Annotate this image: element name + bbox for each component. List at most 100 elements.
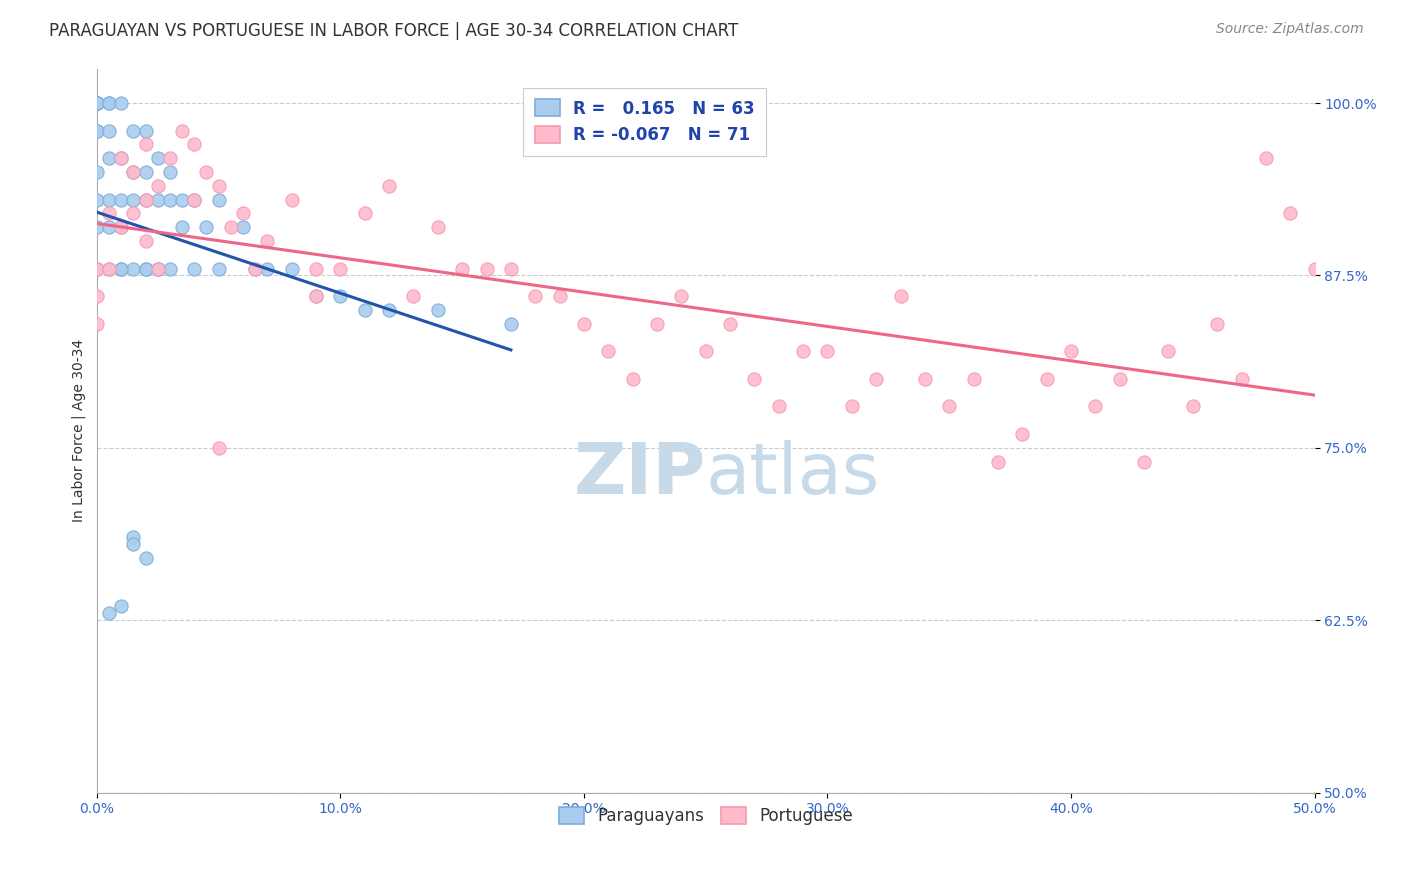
Point xyxy=(110,151,132,165)
Point xyxy=(135,193,157,207)
Point xyxy=(671,289,693,303)
Point xyxy=(135,261,157,276)
Point xyxy=(110,261,132,276)
Point xyxy=(1254,151,1277,165)
Point xyxy=(122,165,145,179)
Point xyxy=(159,193,181,207)
Point xyxy=(122,165,145,179)
Point xyxy=(122,193,145,207)
Point xyxy=(195,220,218,235)
Point xyxy=(305,261,328,276)
Point xyxy=(768,400,790,414)
Point xyxy=(938,400,960,414)
Point xyxy=(98,206,121,220)
Point xyxy=(110,151,132,165)
Point xyxy=(86,193,108,207)
Point xyxy=(86,95,108,110)
Point xyxy=(1303,261,1326,276)
Point xyxy=(572,317,595,331)
Point xyxy=(86,95,108,110)
Point xyxy=(135,261,157,276)
Point xyxy=(98,151,121,165)
Point xyxy=(98,95,121,110)
Point xyxy=(86,95,108,110)
Point xyxy=(110,95,132,110)
Point xyxy=(256,261,278,276)
Point xyxy=(172,193,194,207)
Point xyxy=(86,289,108,303)
Point xyxy=(159,151,181,165)
Point xyxy=(1108,372,1130,386)
Point xyxy=(195,165,218,179)
Point xyxy=(232,206,254,220)
Point xyxy=(98,607,121,621)
Point xyxy=(110,193,132,207)
Y-axis label: In Labor Force | Age 30-34: In Labor Force | Age 30-34 xyxy=(72,339,86,522)
Point xyxy=(329,289,352,303)
Point xyxy=(98,123,121,137)
Point xyxy=(159,165,181,179)
Point xyxy=(1279,206,1302,220)
Point xyxy=(305,289,328,303)
Text: Source: ZipAtlas.com: Source: ZipAtlas.com xyxy=(1216,22,1364,37)
Text: atlas: atlas xyxy=(706,440,880,508)
Point xyxy=(146,261,169,276)
Point xyxy=(841,400,863,414)
Point xyxy=(159,261,181,276)
Point xyxy=(914,372,936,386)
Point xyxy=(183,261,205,276)
Point xyxy=(402,289,425,303)
Point xyxy=(135,551,157,566)
Point xyxy=(256,234,278,248)
Point xyxy=(1060,344,1083,359)
Point xyxy=(135,193,157,207)
Point xyxy=(135,234,157,248)
Point xyxy=(744,372,766,386)
Point xyxy=(86,95,108,110)
Point xyxy=(122,123,145,137)
Point xyxy=(1011,427,1033,442)
Text: PARAGUAYAN VS PORTUGUESE IN LABOR FORCE | AGE 30-34 CORRELATION CHART: PARAGUAYAN VS PORTUGUESE IN LABOR FORCE … xyxy=(49,22,738,40)
Point xyxy=(183,193,205,207)
Point xyxy=(305,289,328,303)
Point xyxy=(1157,344,1180,359)
Point xyxy=(1181,400,1204,414)
Point xyxy=(243,261,266,276)
Point xyxy=(207,193,229,207)
Point xyxy=(621,372,644,386)
Point xyxy=(1035,372,1057,386)
Point xyxy=(110,261,132,276)
Point xyxy=(987,455,1010,469)
Point xyxy=(353,206,375,220)
Point xyxy=(426,220,449,235)
Point xyxy=(718,317,741,331)
Point xyxy=(207,261,229,276)
Point xyxy=(243,261,266,276)
Point xyxy=(792,344,814,359)
Point xyxy=(86,261,108,276)
Point xyxy=(110,599,132,614)
Point xyxy=(817,344,839,359)
Point xyxy=(183,193,205,207)
Point xyxy=(890,289,912,303)
Point xyxy=(207,178,229,193)
Point xyxy=(280,261,302,276)
Point xyxy=(172,123,194,137)
Point xyxy=(1230,372,1253,386)
Point xyxy=(1084,400,1107,414)
Point xyxy=(1133,455,1156,469)
Point xyxy=(110,220,132,235)
Point xyxy=(329,261,352,276)
Point xyxy=(146,193,169,207)
Point xyxy=(146,151,169,165)
Point xyxy=(475,261,498,276)
Point xyxy=(378,302,401,317)
Point xyxy=(98,261,121,276)
Point xyxy=(135,137,157,152)
Point xyxy=(98,193,121,207)
Point xyxy=(110,220,132,235)
Point xyxy=(135,123,157,137)
Point xyxy=(962,372,984,386)
Point xyxy=(146,261,169,276)
Point xyxy=(426,302,449,317)
